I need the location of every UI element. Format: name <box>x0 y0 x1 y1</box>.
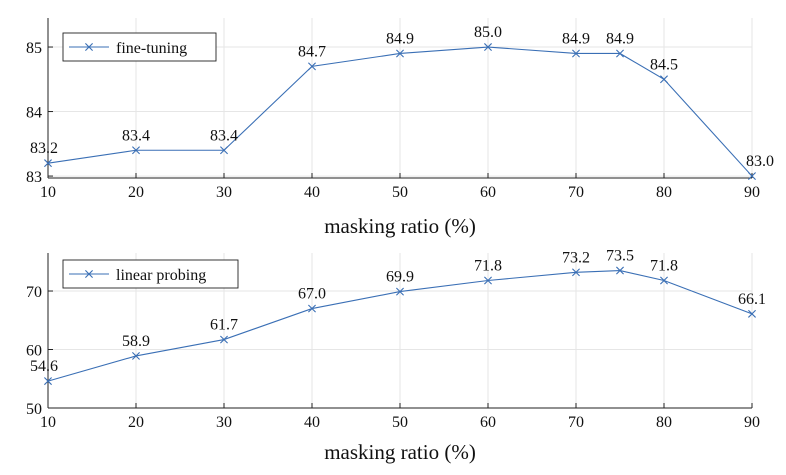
x-tick-label: 10 <box>40 184 56 201</box>
data-label: 61.7 <box>210 317 238 334</box>
data-label: 73.2 <box>562 249 590 266</box>
x-tick-label: 60 <box>480 184 496 201</box>
x-tick-label: 60 <box>480 414 496 431</box>
data-point-marker <box>308 62 316 71</box>
data-label: 83.4 <box>210 127 238 144</box>
marker-x-stroke <box>748 309 756 318</box>
x-tick-label: 90 <box>744 414 760 431</box>
chart-panel-2: 10 20 30 40 50 60 70 80 90 50 60 70 masking ratio (%… <box>26 248 766 464</box>
data-label: 83.0 <box>746 153 774 170</box>
marker-x-stroke <box>44 159 52 168</box>
data-point-marker <box>44 159 52 168</box>
x-tick-label: 10 <box>40 414 56 431</box>
data-label: 58.9 <box>122 333 150 350</box>
marker-x-stroke <box>308 62 316 71</box>
data-point-marker <box>396 287 404 296</box>
series-line <box>47 46 753 177</box>
series-line <box>47 269 753 382</box>
legend-marker-stroke <box>85 43 93 51</box>
data-label: 83.2 <box>30 140 58 157</box>
marker-x-stroke <box>132 351 140 360</box>
data-point-marker <box>308 304 316 313</box>
x-tick-label: 50 <box>392 414 408 431</box>
legend-label: linear probing <box>116 267 206 284</box>
x-tick-label: 30 <box>216 184 232 201</box>
x-tick-label: 40 <box>304 184 320 201</box>
data-label: 84.5 <box>650 56 678 73</box>
legend: linear probing <box>62 259 239 289</box>
x-tick-label: 80 <box>656 414 672 431</box>
data-point-marker <box>572 49 580 58</box>
x-tick-label: 90 <box>744 184 760 201</box>
y-tick-label: 83 <box>26 169 42 186</box>
data-label: 71.8 <box>474 257 502 274</box>
marker-x-stroke <box>616 266 624 275</box>
x-axis-title: masking ratio (%) <box>324 214 476 238</box>
data-point-marker <box>616 266 624 275</box>
data-point-marker <box>660 276 668 285</box>
marker-x-stroke <box>396 49 404 58</box>
data-label: 71.8 <box>650 257 678 274</box>
x-tick-label: 30 <box>216 414 232 431</box>
y-tick-label: 84 <box>26 105 42 122</box>
marker-x-stroke <box>308 304 316 313</box>
legend-marker-stroke <box>85 270 93 278</box>
x-axis-title: masking ratio (%) <box>324 440 476 464</box>
marker-x-stroke <box>572 268 580 277</box>
marker-x-stroke <box>748 172 756 181</box>
y-tick-label: 85 <box>26 40 42 57</box>
data-label: 73.5 <box>606 248 634 265</box>
legend-box <box>62 259 239 289</box>
data-label: 69.9 <box>386 269 414 286</box>
marker-x-stroke <box>572 49 580 58</box>
y-tick-label: 70 <box>26 284 42 301</box>
data-point-marker <box>748 309 756 318</box>
legend-label: fine-tuning <box>116 40 187 57</box>
x-tick-label: 70 <box>568 184 584 201</box>
data-label: 54.6 <box>30 358 58 375</box>
data-point-marker <box>220 335 228 344</box>
data-label: 66.1 <box>738 291 766 308</box>
data-label: 85.0 <box>474 24 502 41</box>
data-point-marker <box>220 146 228 155</box>
data-point-marker <box>748 172 756 181</box>
data-point-marker <box>616 49 624 58</box>
marker-x-stroke <box>220 335 228 344</box>
data-point-marker <box>484 43 492 52</box>
data-label: 84.9 <box>606 30 634 47</box>
data-label: 67.0 <box>298 286 326 303</box>
data-label: 84.9 <box>562 30 590 47</box>
y-tick-label: 50 <box>26 401 42 418</box>
marker-x-stroke <box>484 43 492 52</box>
data-point-marker <box>132 351 140 360</box>
x-tick-label: 70 <box>568 414 584 431</box>
data-point-marker <box>132 146 140 155</box>
marker-x-stroke <box>396 287 404 296</box>
y-tick-label: 60 <box>26 343 42 360</box>
legend: fine-tuning <box>62 32 217 62</box>
chart-panel-1: 10 20 30 40 50 60 70 80 90 83 84 85 masking ratio (%… <box>26 18 774 238</box>
data-label: 83.4 <box>122 127 150 144</box>
data-point-marker <box>44 377 52 386</box>
x-tick-label: 40 <box>304 414 320 431</box>
data-label: 84.9 <box>386 30 414 47</box>
marker-x-stroke <box>660 75 668 84</box>
x-tick-label: 80 <box>656 184 672 201</box>
marker-x-stroke <box>44 377 52 386</box>
marker-x-stroke <box>484 276 492 285</box>
marker-x-stroke <box>132 146 140 155</box>
marker-x-stroke <box>220 146 228 155</box>
marker-x-stroke <box>616 49 624 58</box>
data-point-marker <box>660 75 668 84</box>
data-point-marker <box>396 49 404 58</box>
data-point-marker <box>572 268 580 277</box>
x-tick-label: 50 <box>392 184 408 201</box>
data-point-marker <box>484 276 492 285</box>
x-tick-label: 20 <box>128 184 144 201</box>
x-tick-label: 20 <box>128 414 144 431</box>
data-label: 84.7 <box>298 43 326 60</box>
marker-x-stroke <box>660 276 668 285</box>
